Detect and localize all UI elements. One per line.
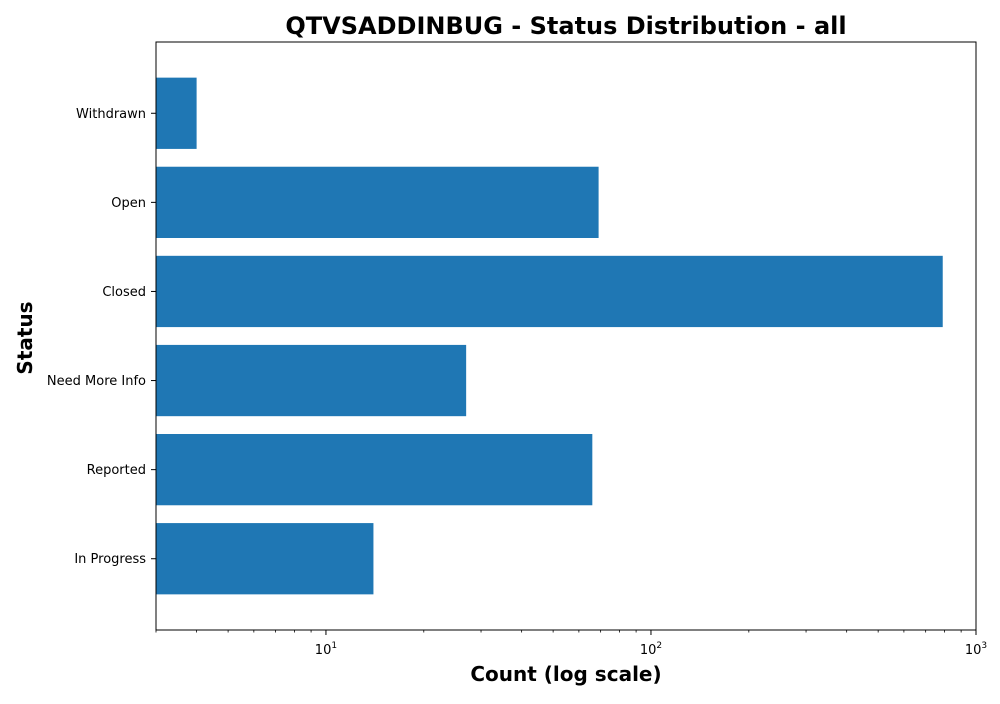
y-tick-label: Open [111, 196, 146, 211]
bar-reported [156, 434, 593, 506]
y-tick-label: Closed [102, 285, 146, 300]
bar-open [156, 166, 599, 238]
y-tick-label: Reported [87, 463, 146, 478]
plot-border [155, 41, 977, 631]
x-tick-label: 103 [965, 641, 987, 658]
x-axis-label: Count (log scale) [470, 662, 661, 686]
y-tick-label: Withdrawn [76, 107, 146, 122]
bar-need-more-info [156, 344, 467, 417]
bar-withdrawn [156, 77, 197, 149]
y-tick-label: In Progress [74, 552, 146, 567]
y-axis-label: Status [13, 301, 37, 374]
x-tick-label: 101 [315, 641, 337, 658]
y-tick-label: Need More Info [47, 374, 146, 389]
chart-title: QTVSADDINBUG - Status Distribution - all [285, 12, 846, 40]
x-tick-label: 102 [640, 641, 662, 658]
bar-in-progress [156, 523, 374, 595]
plot-area: In Progress Reported Need More Info Closed O… [47, 41, 987, 658]
bar-closed [156, 255, 943, 328]
